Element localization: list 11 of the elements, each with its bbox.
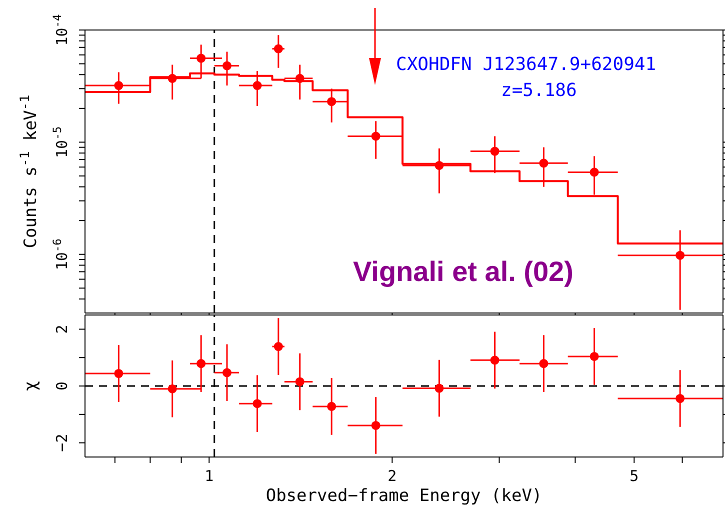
x-tick-label: 2 <box>388 467 397 485</box>
x-tick-label: 5 <box>630 467 639 485</box>
y-axis-title: χ <box>21 380 41 392</box>
x-tick-label: 1 <box>204 467 214 485</box>
annotation: CXOHDFN J123647.9+620941 <box>396 54 656 75</box>
annotation: Vignali et al. (02) <box>353 256 574 287</box>
y-tick-label: 0 <box>53 381 71 391</box>
y-tick-label: −2 <box>53 434 71 452</box>
y-tick-label: 2 <box>53 324 71 334</box>
annotation: z=5.186 <box>501 80 577 101</box>
x-axis-title: Observed−frame Energy (keV) <box>266 486 542 506</box>
